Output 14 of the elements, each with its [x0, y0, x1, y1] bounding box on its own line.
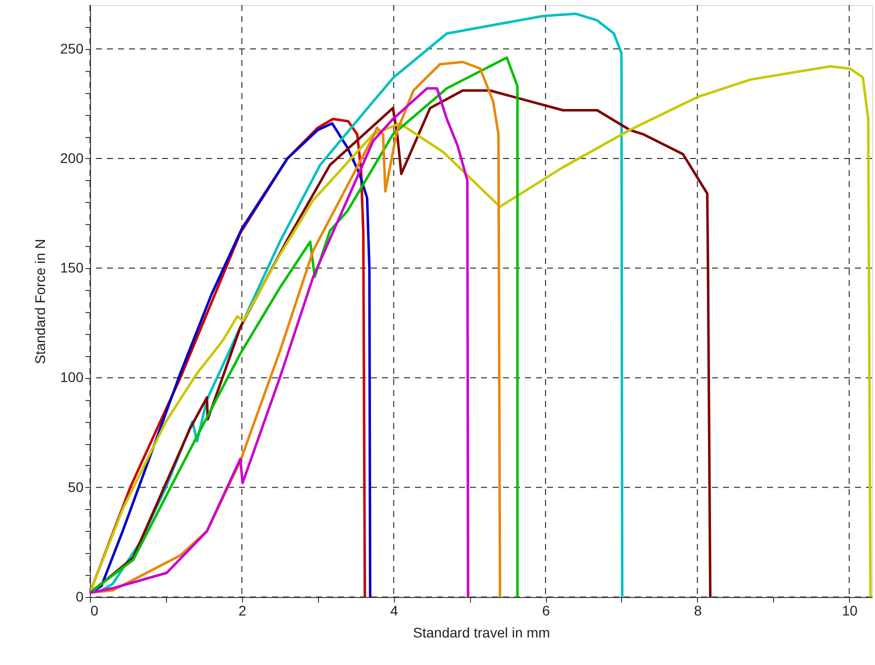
y-tick-label: 50	[68, 478, 84, 495]
y-tick-label: 200	[60, 150, 84, 166]
y-tick-label: 0	[76, 588, 84, 604]
x-tick-label: 8	[694, 602, 702, 618]
y-tick-label: 250	[60, 40, 84, 56]
x-tick-label: 10	[842, 602, 858, 618]
x-axis-title: Standard travel in mm	[413, 624, 550, 640]
y-axis-title: Standard Force in N	[32, 238, 48, 364]
x-tick-label: 6	[542, 602, 550, 618]
y-tick-label: 100	[60, 369, 84, 386]
x-tick-label: 4	[390, 602, 398, 618]
x-tick-label: 0	[90, 602, 98, 618]
y-tick-label: 150	[60, 260, 84, 276]
x-tick-label: 2	[238, 602, 246, 618]
